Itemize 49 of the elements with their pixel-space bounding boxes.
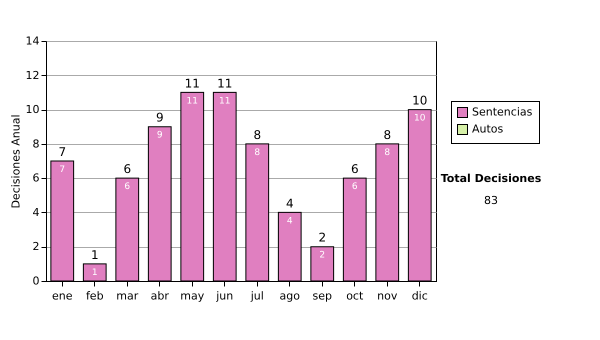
x-tick-label: may <box>180 290 205 302</box>
x-tick-label: abr <box>150 290 170 302</box>
total-label: 6 <box>350 162 359 176</box>
data-label: 8 <box>254 148 260 158</box>
y-tick-label: 2 <box>32 240 40 254</box>
data-label: 1 <box>92 268 98 278</box>
y-tick-label: 12 <box>26 68 40 82</box>
y-axis-title: Decisiones Anual <box>10 114 23 209</box>
data-label: 9 <box>156 130 163 141</box>
legend-label: Autos <box>472 122 504 136</box>
data-label: 11 <box>219 96 230 106</box>
data-label: 10 <box>414 114 426 124</box>
data-label: 11 <box>186 96 198 106</box>
x-tick-label: sep <box>312 290 332 302</box>
x-tick-label: feb <box>86 290 104 302</box>
y-tick-label: 6 <box>32 172 40 185</box>
total-label: 1 <box>90 248 99 262</box>
y-tick-label: 10 <box>26 103 40 116</box>
data-label: 4 <box>286 216 293 226</box>
text: Total Decisiones <box>440 172 542 185</box>
total-label: 11 <box>184 76 200 90</box>
data-label: 6 <box>124 182 130 192</box>
x-tick-label: dic <box>412 290 428 302</box>
total-label: 2 <box>318 230 326 245</box>
total-label: 8 <box>383 128 392 142</box>
data-label: 2 <box>319 250 326 261</box>
y-tick-label: 14 <box>26 34 40 48</box>
total-label: 11 <box>217 76 232 90</box>
text: 83 <box>484 194 498 207</box>
total-label: 8 <box>253 128 262 142</box>
total-label: 9 <box>156 110 164 125</box>
x-tick-label: jul <box>250 290 264 302</box>
y-tick-label: 8 <box>32 137 40 150</box>
x-tick-label: ene <box>52 290 73 302</box>
data-label: 7 <box>59 165 66 175</box>
total-label: 7 <box>58 145 66 159</box>
y-tick-label: 4 <box>32 206 40 219</box>
x-tick-label: oct <box>346 290 364 302</box>
x-tick-label: ago <box>280 290 300 302</box>
total-label: 6 <box>123 162 132 176</box>
legend-label: Sentencias <box>472 106 533 118</box>
total-label: 4 <box>286 196 294 210</box>
x-tick-label: jun <box>215 290 234 302</box>
data-label: 6 <box>352 182 358 192</box>
data-label: 8 <box>384 148 390 158</box>
x-tick-label: mar <box>116 290 139 302</box>
y-tick-label: 0 <box>32 274 40 288</box>
x-tick-label: nov <box>377 290 398 302</box>
total-label: 10 <box>412 94 428 108</box>
